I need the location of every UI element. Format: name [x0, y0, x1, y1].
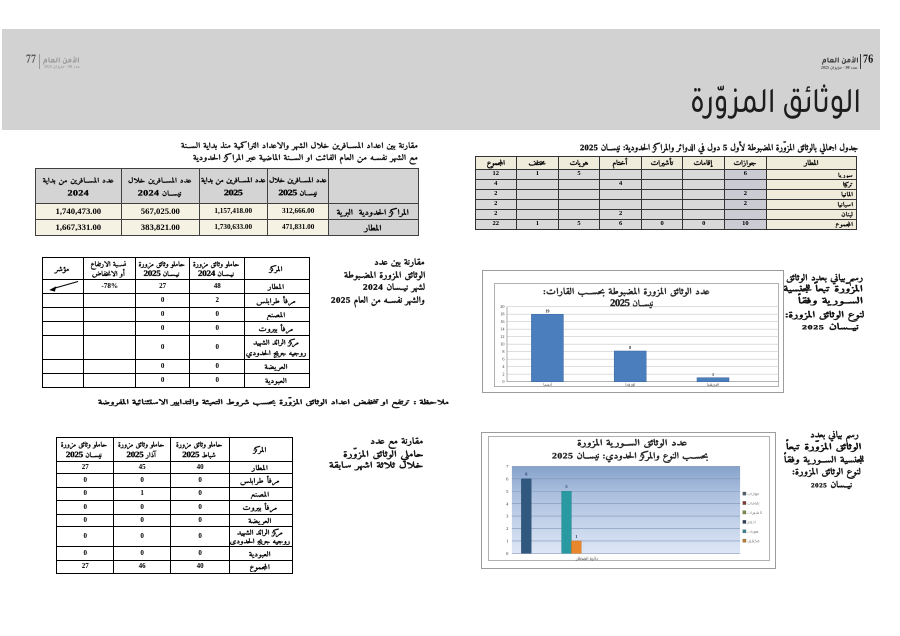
svg-text:6: 6: [525, 471, 528, 476]
svg-text:19: 19: [545, 308, 549, 313]
svg-text:3: 3: [506, 513, 509, 518]
svg-text:1: 1: [575, 533, 577, 538]
svg-text:16: 16: [500, 319, 504, 324]
svg-text:10: 10: [500, 341, 504, 346]
svg-text:2: 2: [506, 526, 509, 531]
svg-text:4: 4: [502, 364, 505, 369]
svg-text:6: 6: [506, 476, 509, 481]
svg-text:1: 1: [712, 371, 714, 376]
svg-text:14: 14: [500, 326, 505, 331]
svg-text:8: 8: [502, 349, 504, 354]
svg-text:0: 0: [502, 379, 504, 384]
svg-text:2: 2: [502, 371, 504, 376]
svg-text:7: 7: [506, 463, 509, 468]
svg-text:6: 6: [502, 356, 504, 361]
svg-text:5: 5: [566, 484, 569, 489]
svg-text:5: 5: [506, 488, 509, 493]
svg-text:4: 4: [506, 501, 509, 506]
svg-text:0: 0: [506, 550, 509, 555]
svg-text:1: 1: [506, 538, 509, 543]
svg-text:18: 18: [500, 311, 504, 316]
svg-text:20: 20: [500, 304, 504, 309]
svg-text:8: 8: [629, 345, 631, 350]
svg-text:12: 12: [500, 334, 504, 339]
